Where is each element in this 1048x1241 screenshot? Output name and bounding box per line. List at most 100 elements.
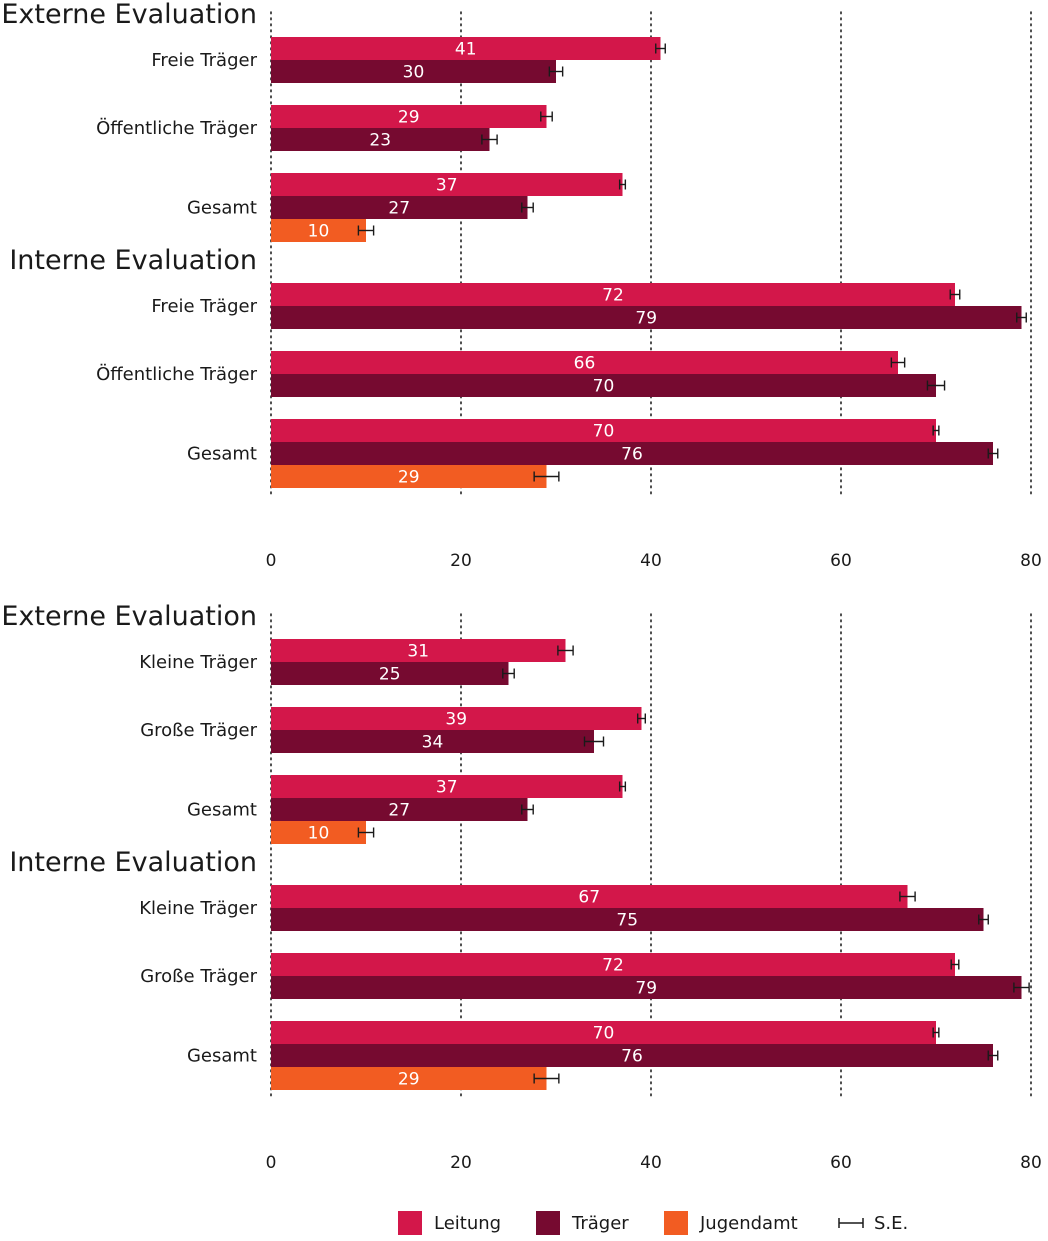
bar-value-label: 70 — [593, 422, 615, 442]
legend-label-se: S.E. — [874, 1212, 909, 1234]
group-label: Öffentliche Träger — [96, 117, 257, 139]
bar — [271, 105, 547, 128]
section-title: Interne Evaluation — [9, 847, 257, 878]
bar — [271, 885, 908, 908]
bar — [271, 730, 594, 753]
group-label: Gesamt — [187, 800, 257, 821]
tick-label: 40 — [640, 551, 662, 571]
bar-value-label: 29 — [398, 1070, 420, 1090]
error-bar — [540, 111, 553, 122]
bar-value-label: 76 — [621, 445, 643, 465]
error-bar — [987, 448, 999, 459]
bar-group: Freie Träger 72 79 — [151, 283, 1027, 329]
bar — [271, 1067, 547, 1090]
tick-label: 0 — [266, 551, 277, 571]
legend-label-traeger: Träger — [572, 1212, 629, 1234]
gridlines — [270, 11, 1032, 497]
error-bar — [357, 827, 375, 838]
error-bar — [899, 891, 916, 902]
bar — [271, 374, 936, 397]
bar-value-label: 10 — [308, 824, 330, 844]
bar-value-label: 76 — [621, 1047, 643, 1067]
group-label: Gesamt — [187, 1046, 257, 1067]
bar-value-label: 70 — [593, 1024, 615, 1044]
bar-group: Öffentliche Träger 66 70 — [96, 351, 946, 397]
bar-group: Gesamt 70 76 29 — [187, 419, 999, 488]
error-bar — [987, 1050, 999, 1061]
group-label: Kleine Träger — [139, 898, 257, 919]
bar-value-label: 67 — [578, 888, 600, 908]
legend-item-traeger: Träger — [536, 1208, 629, 1238]
tick-label: 80 — [1020, 1153, 1042, 1173]
bar — [271, 173, 623, 196]
error-bar — [926, 380, 946, 391]
error-bar — [583, 736, 605, 747]
error-bar — [521, 202, 534, 213]
error-bar — [618, 179, 627, 190]
group-label: Kleine Träger — [139, 652, 257, 673]
bar — [271, 128, 490, 151]
error-bar — [533, 1073, 560, 1084]
bar — [271, 908, 984, 931]
bar — [271, 283, 955, 306]
bar — [271, 419, 936, 442]
gridlines — [270, 613, 1032, 1099]
bar-group: Kleine Träger 31 25 — [139, 639, 574, 685]
legend-label-jugendamt: Jugendamt — [700, 1212, 798, 1234]
tick-label: 80 — [1020, 551, 1042, 571]
bar-value-label: 75 — [616, 911, 638, 931]
bar-value-label: 34 — [422, 733, 444, 753]
bar-value-label: 23 — [369, 131, 391, 151]
bar-group: Öffentliche Träger 29 23 — [96, 105, 553, 151]
legend-swatch-leitung — [398, 1211, 422, 1235]
bar — [271, 662, 509, 685]
error-bar — [618, 781, 627, 792]
tick-label: 20 — [450, 551, 472, 571]
bar-value-label: 66 — [574, 354, 596, 374]
error-bar — [932, 1027, 940, 1038]
group-label: Große Träger — [140, 966, 257, 987]
error-bar — [950, 959, 960, 970]
bar — [271, 351, 898, 374]
bar — [271, 442, 993, 465]
bar-value-label: 29 — [398, 108, 420, 128]
bar-value-label: 27 — [388, 801, 410, 821]
group-label: Öffentliche Träger — [96, 363, 257, 385]
legend-item-se: S.E. — [838, 1208, 908, 1238]
bar — [271, 953, 955, 976]
error-bar — [481, 134, 498, 145]
error-bar — [949, 289, 961, 300]
error-bar — [932, 425, 940, 436]
bar-group: Kleine Träger 67 75 — [139, 885, 989, 931]
bar-group: Gesamt 70 76 29 — [187, 1021, 999, 1090]
bar-value-label: 72 — [602, 286, 624, 306]
bar-group: Gesamt 37 27 10 — [187, 173, 627, 242]
error-bar-icon — [838, 1218, 864, 1228]
bar — [271, 306, 1022, 329]
bar-value-label: 30 — [403, 63, 425, 83]
bar — [271, 37, 661, 60]
tick-label: 40 — [640, 1153, 662, 1173]
bar — [271, 60, 556, 83]
error-bar — [521, 804, 534, 815]
group-label: Große Träger — [140, 720, 257, 741]
error-bar — [890, 357, 906, 368]
legend-swatch-traeger — [536, 1211, 560, 1235]
bar-value-label: 25 — [379, 665, 401, 685]
bar — [271, 639, 566, 662]
error-bar — [637, 713, 646, 724]
bar — [271, 707, 642, 730]
bar-value-label: 41 — [455, 40, 477, 60]
x-axis: 0 20 40 60 80 — [266, 551, 1042, 571]
legend-label-leitung: Leitung — [434, 1212, 502, 1234]
section-title: Externe Evaluation — [1, 601, 257, 632]
error-bar — [1016, 312, 1027, 323]
bar-value-label: 31 — [407, 642, 429, 662]
error-bar — [357, 225, 375, 236]
section-title: Externe Evaluation — [1, 0, 257, 30]
bar-group: Freie Träger 41 30 — [151, 37, 666, 83]
bar-value-label: 37 — [436, 778, 458, 798]
bar-value-label: 39 — [445, 710, 467, 730]
